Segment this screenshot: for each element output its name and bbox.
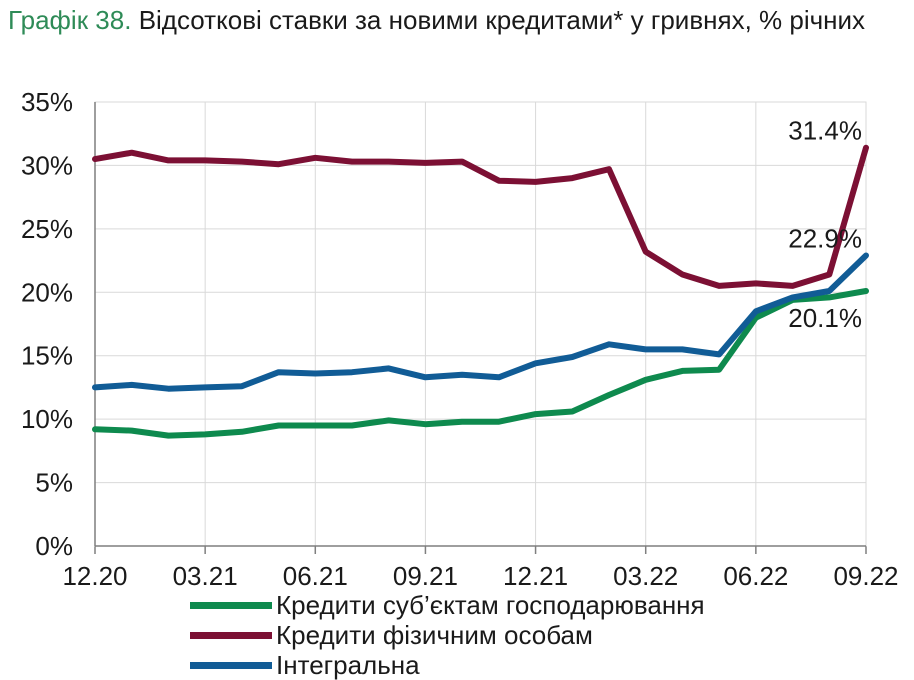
x-tick-label: 09.22	[833, 561, 898, 591]
series-lines	[92, 144, 869, 439]
y-tick-label: 25%	[21, 214, 73, 244]
legend-label-individuals: Кредити фізичним особам	[276, 620, 593, 650]
legend: Кредити суб’єктам господарювання Кредити…	[190, 590, 705, 680]
legend-item-integral: Інтегральна	[190, 650, 705, 680]
axes	[94, 101, 867, 554]
annotation-business: 20.1%	[788, 303, 862, 333]
annotations: 31.4% 22.9% 20.1%	[788, 116, 862, 333]
x-tick-label: 03.22	[613, 561, 678, 591]
y-tick-label: 5%	[35, 468, 73, 498]
legend-label-business: Кредити суб’єктам господарювання	[276, 590, 705, 620]
x-tick-label: 06.22	[723, 561, 788, 591]
x-tick-label: 09.21	[393, 561, 458, 591]
line-chart: 0% 5% 10% 15% 20% 25% 30% 35% 12.20 03.21 06.21 09.…	[21, 87, 899, 591]
y-tick-label: 30%	[21, 150, 73, 180]
x-tick-label: 12.20	[62, 561, 127, 591]
series-line-business	[92, 288, 869, 439]
legend-item-business: Кредити суб’єктам господарювання	[190, 590, 705, 620]
y-tick-label: 10%	[21, 404, 73, 434]
legend-item-individuals: Кредити фізичним особам	[190, 620, 705, 650]
legend-swatch-integral	[190, 661, 272, 669]
annotation-integral: 22.9%	[788, 223, 862, 253]
annotation-individuals: 31.4%	[788, 116, 862, 146]
series-line-individuals	[92, 144, 869, 289]
legend-swatch-business	[190, 601, 272, 609]
tick-labels: 0% 5% 10% 15% 20% 25% 30% 35% 12.20 03.21 06.21 09.…	[21, 87, 899, 591]
chart-title: Графік 38. Відсоткові ставки за новими к…	[8, 4, 898, 36]
x-tick-label: 12.21	[503, 561, 568, 591]
chart-number: Графік 38.	[8, 5, 132, 35]
legend-swatch-individuals	[190, 631, 272, 639]
chart-title-text: Відсоткові ставки за новими кредитами* у…	[138, 5, 866, 35]
y-tick-label: 15%	[21, 341, 73, 371]
y-tick-label: 0%	[35, 531, 73, 561]
x-tick-label: 06.21	[283, 561, 348, 591]
y-tick-label: 35%	[21, 87, 73, 117]
y-tick-label: 20%	[21, 277, 73, 307]
series-line-integral	[92, 252, 869, 392]
x-tick-label: 03.21	[173, 561, 238, 591]
legend-label-integral: Інтегральна	[276, 650, 420, 680]
